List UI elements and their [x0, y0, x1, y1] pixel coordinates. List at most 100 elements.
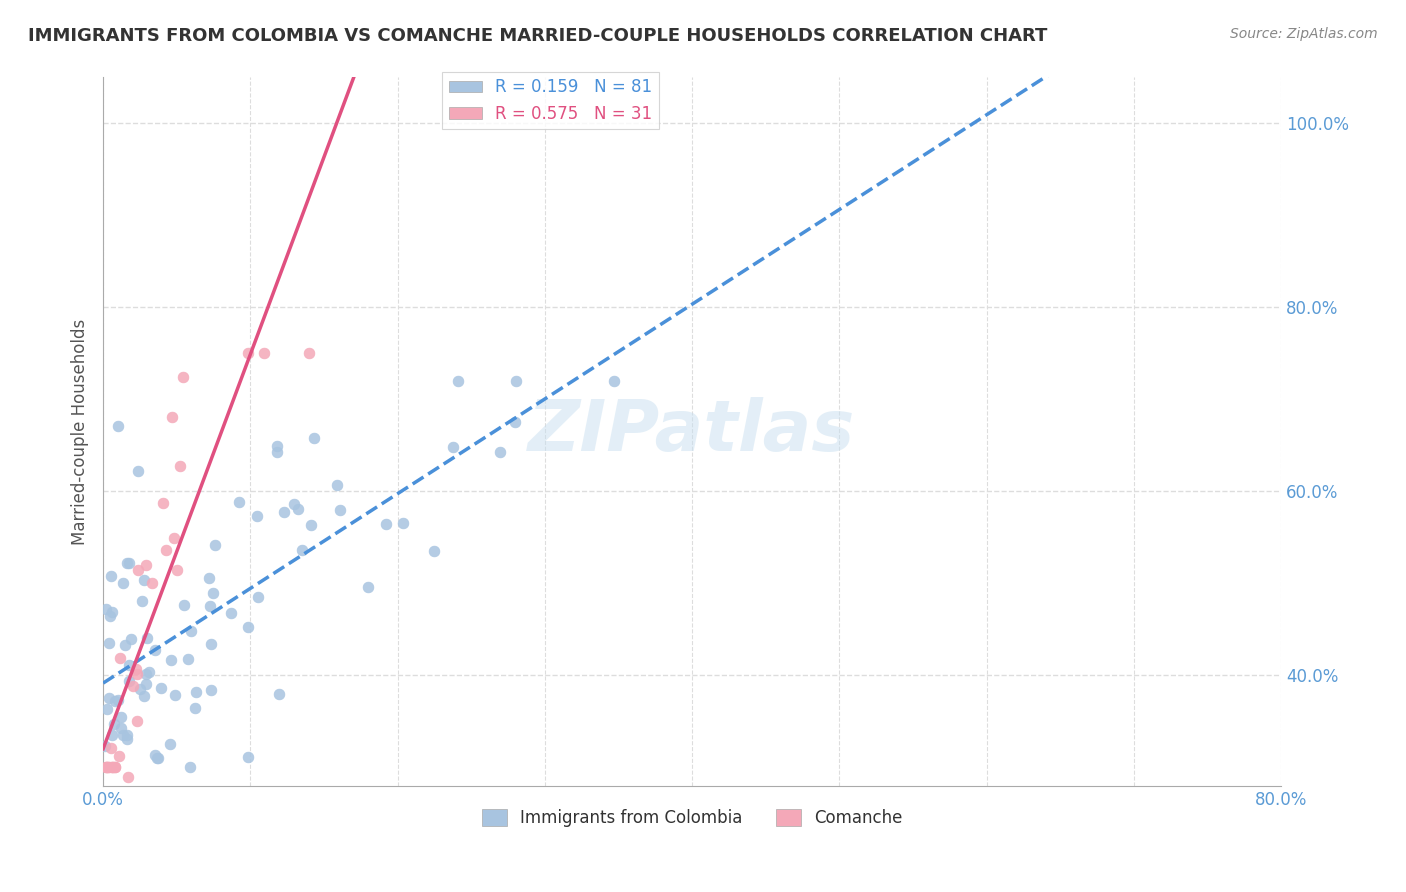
Point	[108, 650, 131, 665]
Point	[98, 609, 121, 624]
Text: ZIPatlas: ZIPatlas	[529, 397, 856, 467]
Point	[150, 681, 173, 695]
Point	[266, 439, 288, 453]
Point	[96, 760, 118, 774]
Point	[204, 538, 226, 552]
Point	[302, 431, 325, 445]
Y-axis label: Married-couple Households: Married-couple Households	[72, 318, 89, 545]
Point	[135, 558, 157, 572]
Point	[104, 694, 127, 708]
Point	[200, 682, 222, 697]
Point	[202, 586, 225, 600]
Point	[135, 677, 157, 691]
Point	[101, 760, 124, 774]
Point	[180, 624, 202, 638]
Point	[110, 721, 132, 735]
Point	[120, 632, 142, 647]
Point	[143, 642, 166, 657]
Point	[101, 605, 124, 619]
Point	[329, 502, 352, 516]
Point	[103, 760, 125, 774]
Point	[160, 410, 183, 425]
Point	[115, 728, 138, 742]
Point	[173, 599, 195, 613]
Point	[141, 575, 163, 590]
Point	[238, 346, 260, 360]
Point	[97, 760, 120, 774]
Point	[107, 418, 129, 433]
Point	[97, 691, 120, 706]
Point	[97, 760, 120, 774]
Point	[155, 543, 177, 558]
Point	[125, 662, 148, 676]
Point	[179, 760, 201, 774]
Point	[127, 464, 149, 478]
Point	[283, 497, 305, 511]
Point	[103, 716, 125, 731]
Point	[125, 667, 148, 681]
Point	[115, 557, 138, 571]
Point	[266, 445, 288, 459]
Point	[441, 440, 464, 454]
Point	[326, 478, 349, 492]
Point	[200, 599, 222, 614]
Point	[184, 701, 207, 715]
Point	[104, 760, 127, 774]
Point	[131, 594, 153, 608]
Point	[112, 575, 135, 590]
Text: IMMIGRANTS FROM COLOMBIA VS COMANCHE MARRIED-COUPLE HOUSEHOLDS CORRELATION CHART: IMMIGRANTS FROM COLOMBIA VS COMANCHE MAR…	[28, 27, 1047, 45]
Point	[602, 374, 624, 388]
Point	[163, 688, 186, 702]
Point	[101, 728, 124, 742]
Point	[489, 445, 512, 459]
Point	[247, 590, 270, 604]
Point	[100, 741, 122, 756]
Point	[94, 602, 117, 616]
Point	[118, 556, 141, 570]
Point	[357, 580, 380, 594]
Point	[94, 760, 117, 774]
Point	[422, 544, 444, 558]
Point	[112, 729, 135, 743]
Text: Source: ZipAtlas.com: Source: ZipAtlas.com	[1230, 27, 1378, 41]
Point	[236, 619, 259, 633]
Point	[110, 709, 132, 723]
Point	[146, 751, 169, 765]
Point	[447, 374, 470, 388]
Point	[298, 346, 321, 360]
Point	[93, 739, 115, 753]
Point	[392, 516, 415, 530]
Point	[267, 686, 290, 700]
Point	[100, 760, 122, 774]
Point	[152, 495, 174, 509]
Point	[97, 636, 120, 650]
Point	[127, 562, 149, 576]
Point	[100, 569, 122, 583]
Point	[503, 415, 526, 429]
Point	[132, 689, 155, 703]
Point	[159, 737, 181, 751]
Point	[96, 701, 118, 715]
Legend: Immigrants from Colombia, Comanche: Immigrants from Colombia, Comanche	[475, 803, 910, 834]
Point	[291, 542, 314, 557]
Point	[148, 751, 170, 765]
Point	[287, 501, 309, 516]
Point	[273, 505, 295, 519]
Point	[228, 495, 250, 509]
Point	[118, 658, 141, 673]
Point	[177, 652, 200, 666]
Point	[107, 692, 129, 706]
Point	[135, 666, 157, 681]
Point	[169, 459, 191, 474]
Point	[236, 750, 259, 764]
Point	[200, 637, 222, 651]
Point	[145, 747, 167, 762]
Point	[163, 531, 186, 545]
Point	[219, 606, 242, 620]
Point	[505, 374, 527, 388]
Point	[125, 714, 148, 728]
Point	[94, 760, 117, 774]
Point	[186, 685, 208, 699]
Point	[129, 682, 152, 697]
Point	[138, 665, 160, 679]
